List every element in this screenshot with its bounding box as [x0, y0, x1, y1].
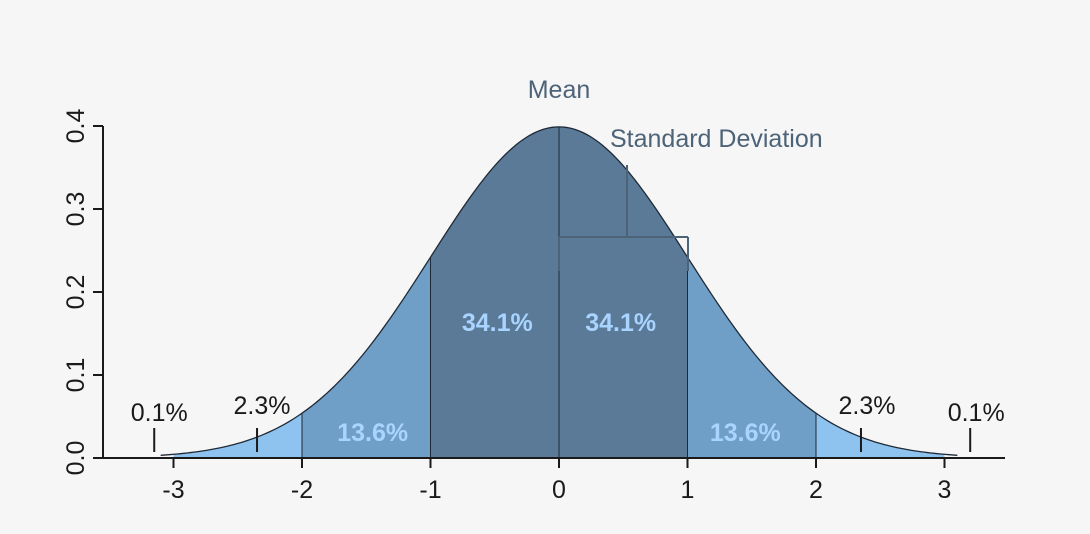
dividers-layer — [301, 126, 817, 458]
region-percent-label: 34.1% — [585, 309, 656, 337]
y-tick-label: 0.3 — [62, 192, 90, 227]
y-tick-label: 0.4 — [62, 109, 90, 144]
labels-layer: 13.6% 34.1% 34.1% 13.6% 0.1% 2.3% 2.3% 0.1% — [131, 309, 1005, 452]
outside-percent-label: 0.1% — [131, 399, 188, 427]
region-2 — [430, 126, 559, 458]
region-0 — [173, 413, 302, 458]
y-tick-label: 0.2 — [62, 275, 90, 310]
outside-percent-label: 2.3% — [234, 392, 291, 420]
x-tick-label: 0 — [552, 476, 566, 504]
annotations-layer: Mean Standard Deviation — [528, 76, 823, 271]
standard-deviation-annotation: Standard Deviation — [610, 125, 823, 153]
x-tick-label: 3 — [938, 476, 952, 504]
y-tick-label: 0.1 — [62, 358, 90, 393]
region-3 — [559, 126, 688, 458]
region-percent-label: 13.6% — [710, 419, 781, 447]
x-tick-label: -1 — [419, 476, 441, 504]
x-tick-label: -2 — [291, 476, 313, 504]
x-tick-label: 1 — [681, 476, 695, 504]
y-tick-label: 0.0 — [62, 441, 90, 476]
region-percent-label: 34.1% — [462, 309, 533, 337]
region-percent-label: 13.6% — [337, 419, 408, 447]
outside-percent-label: 2.3% — [838, 392, 895, 420]
outside-percent-label: 0.1% — [948, 399, 1005, 427]
mean-annotation: Mean — [528, 76, 591, 104]
axes-layer: -3 -2 -1 0 1 2 3 0.0 0.1 0.2 0.3 0.4 — [62, 109, 1005, 504]
x-tick-label: -3 — [162, 476, 184, 504]
x-tick-label: 2 — [809, 476, 823, 504]
curve-outline — [160, 126, 958, 456]
region-5 — [816, 413, 945, 458]
